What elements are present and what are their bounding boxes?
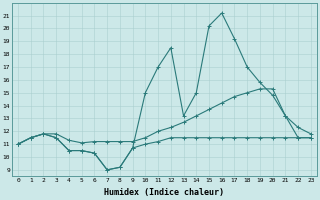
- X-axis label: Humidex (Indice chaleur): Humidex (Indice chaleur): [104, 188, 224, 197]
